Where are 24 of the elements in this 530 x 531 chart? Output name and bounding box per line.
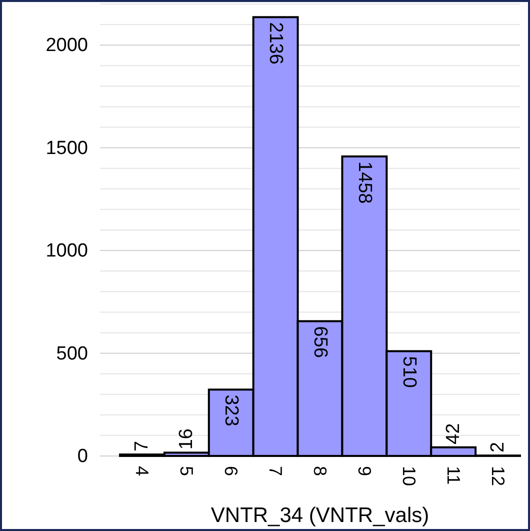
- data-label: 656: [310, 326, 330, 358]
- data-label: 42: [442, 423, 464, 444]
- x-axis-title: VNTR_34 (VNTR_vals): [210, 504, 430, 527]
- x-tick-label: 11: [443, 466, 464, 485]
- y-tick-label: 0: [77, 446, 88, 468]
- y-tick-label: 1000: [46, 240, 88, 262]
- x-tick-label: 12: [488, 466, 508, 486]
- data-label: 323: [220, 394, 242, 426]
- data-label: 2: [487, 442, 508, 453]
- x-tick-label: 4: [132, 466, 152, 476]
- data-label: 16: [176, 428, 198, 450]
- x-tick-label: 7: [266, 466, 286, 476]
- y-tick-label: 500: [56, 343, 88, 364]
- x-tick-label: 6: [221, 466, 242, 476]
- x-tick-label: 9: [354, 466, 374, 476]
- data-label: 7: [132, 440, 153, 452]
- x-tick-label: 8: [310, 466, 330, 476]
- y-tick-label: 2000: [46, 35, 88, 56]
- y-tick-label: 1500: [46, 138, 88, 159]
- x-tick-label: 10: [398, 466, 419, 486]
- data-label: 1458: [354, 161, 375, 204]
- x-tick-label: 5: [176, 466, 197, 476]
- data-label: 2136: [265, 22, 286, 64]
- data-label: 510: [398, 356, 420, 388]
